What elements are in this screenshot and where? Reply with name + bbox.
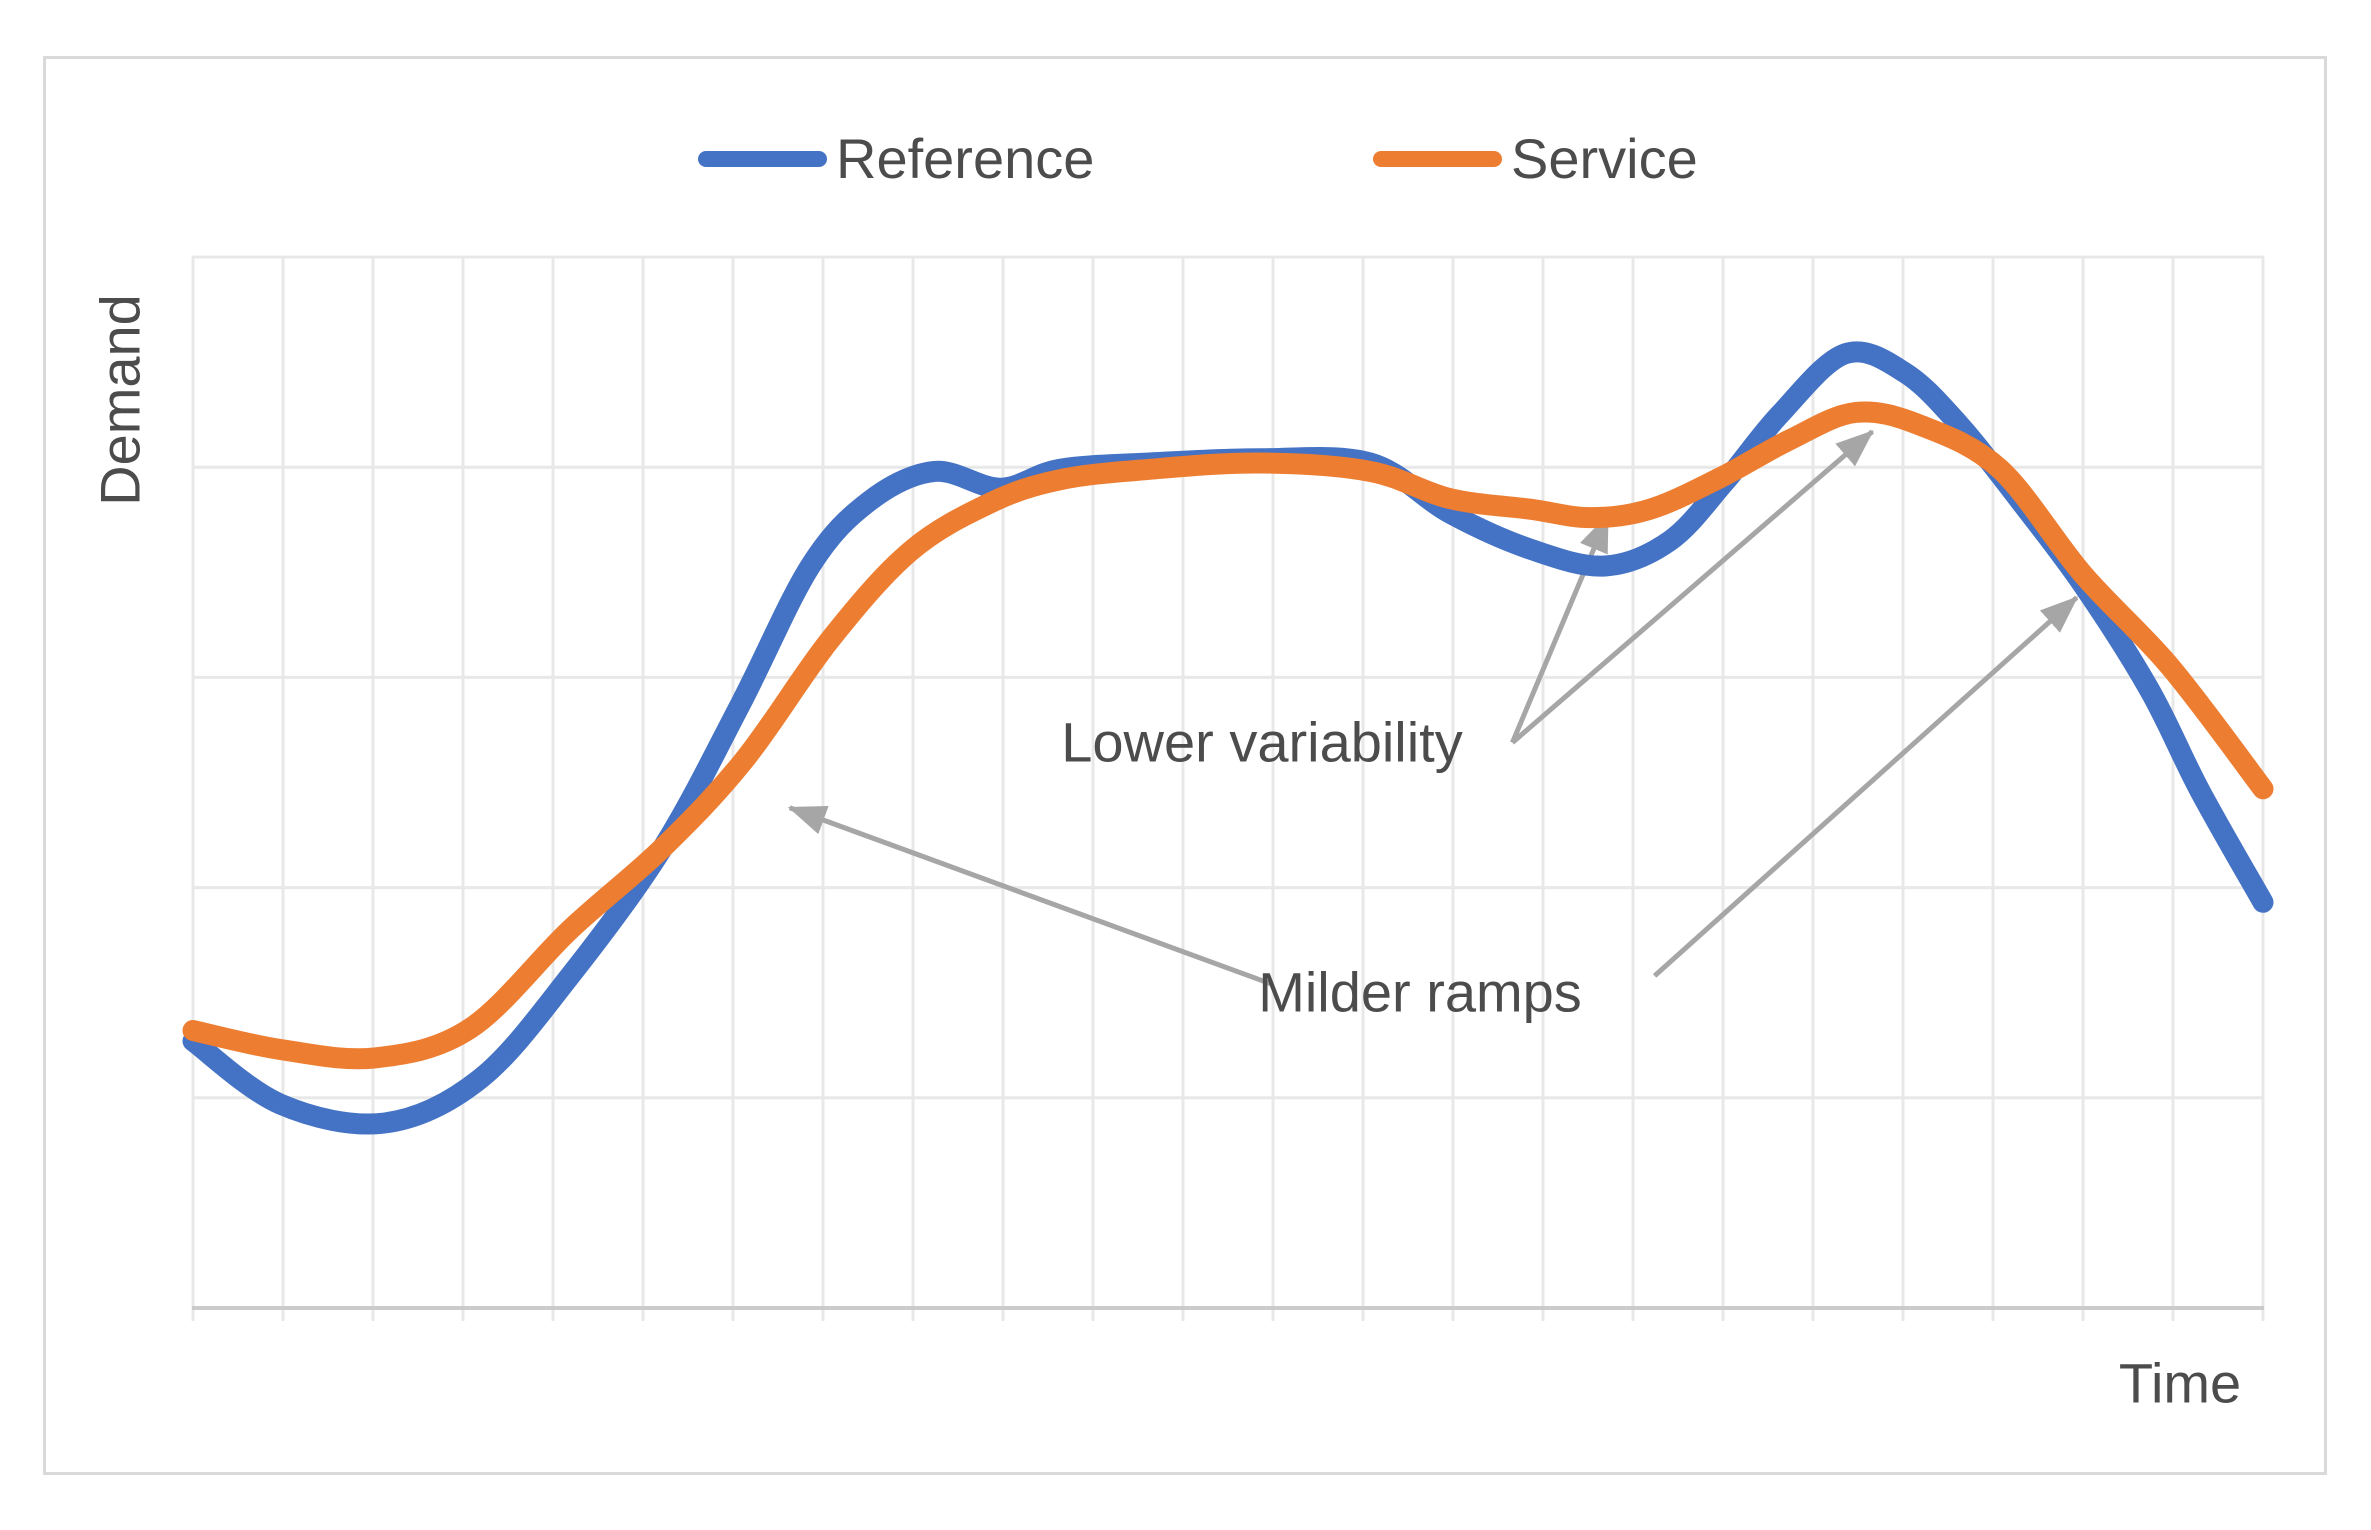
x-axis-title: Time <box>2118 1351 2242 1415</box>
service-line-swatch-icon <box>1373 150 1502 167</box>
y-axis-title: Demand <box>88 294 152 506</box>
annotation-milder-ramps: Milder ramps <box>1258 960 1582 1024</box>
figure-frame <box>43 56 2327 1475</box>
legend-item-service: Service <box>1373 128 1698 190</box>
legend-label-service: Service <box>1511 127 1698 190</box>
reference-line-swatch-icon <box>698 150 827 167</box>
series-line-service <box>182 401 2274 1070</box>
legend-label-reference: Reference <box>836 127 1095 190</box>
annotation-lower-variability: Lower variability <box>1061 710 1463 774</box>
legend-item-reference: Reference <box>698 128 1094 190</box>
